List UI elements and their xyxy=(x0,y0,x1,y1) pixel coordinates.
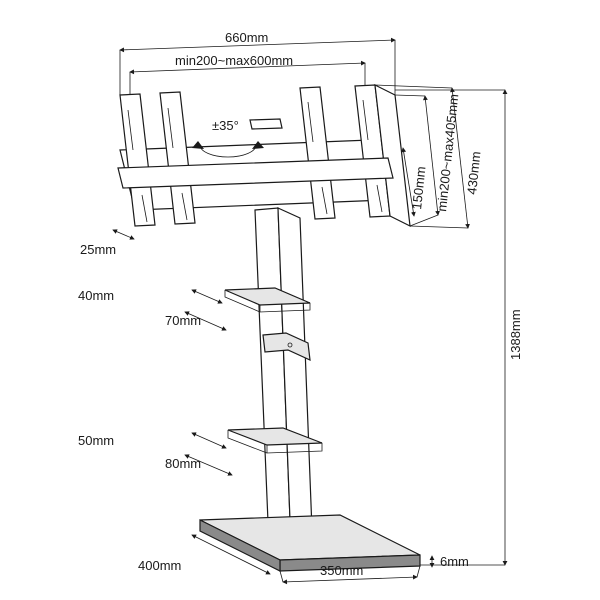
svg-text:660mm: 660mm xyxy=(225,30,268,45)
svg-text:150mm: 150mm xyxy=(409,166,428,211)
svg-text:350mm: 350mm xyxy=(320,563,363,578)
dim-upper-shelf-40: 40mm xyxy=(78,288,222,303)
svg-text:80mm: 80mm xyxy=(165,456,201,471)
svg-text:25mm: 25mm xyxy=(80,242,116,257)
dim-upper-shelf-70: 70mm xyxy=(165,312,226,330)
dim-vesa-width: min200~max600mm xyxy=(130,53,365,95)
swivel-label: ±35° xyxy=(212,118,239,133)
dim-25mm: 25mm xyxy=(80,230,134,257)
dim-lower-shelf-50: 50mm xyxy=(78,433,226,448)
support-column xyxy=(255,208,312,530)
svg-text:min200~max600mm: min200~max600mm xyxy=(175,53,293,68)
svg-text:400mm: 400mm xyxy=(138,558,181,573)
mount-bracket xyxy=(118,85,410,226)
svg-text:1388mm: 1388mm xyxy=(508,309,523,360)
dim-lower-shelf-80: 80mm xyxy=(165,455,232,475)
svg-text:40mm: 40mm xyxy=(78,288,114,303)
svg-text:6mm: 6mm xyxy=(440,554,469,569)
svg-text:50mm: 50mm xyxy=(78,433,114,448)
dim-base-6: 6mm xyxy=(432,554,469,569)
svg-text:430mm: 430mm xyxy=(464,151,483,196)
svg-text:min200~max405mm: min200~max405mm xyxy=(434,93,461,212)
dim-total-height: 1388mm xyxy=(395,90,523,565)
base-plate xyxy=(200,515,420,571)
svg-text:70mm: 70mm xyxy=(165,313,201,328)
tv-stand-technical-drawing: ±35° 660mm min200~m xyxy=(0,0,600,600)
